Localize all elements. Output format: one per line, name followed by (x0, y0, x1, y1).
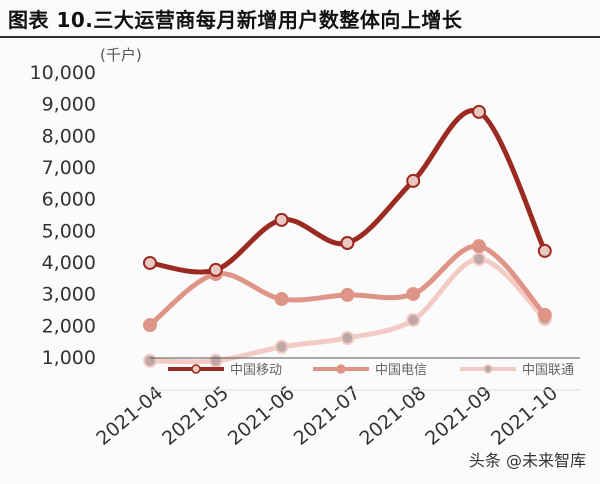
data-point (537, 307, 552, 322)
data-point (274, 212, 289, 227)
legend-swatch-marker (191, 364, 201, 374)
x-tick-label: 2021-10 (487, 382, 562, 450)
data-point (340, 287, 355, 302)
data-point (208, 262, 223, 277)
y-tick-label: 10,000 (30, 62, 96, 84)
y-tick-label: 9,000 (42, 94, 96, 116)
data-point (472, 252, 486, 267)
legend-swatch-marker (483, 364, 493, 374)
x-tick-label: 2021-06 (224, 382, 299, 450)
chart-title: 图表 10.三大运营商每月新增用户数整体向上增长 (8, 8, 463, 32)
watermark: 头条 @未来智库 (469, 451, 586, 470)
y-unit-label: (千户) (100, 46, 142, 64)
data-point (143, 353, 157, 368)
y-tick-label: 7,000 (42, 157, 96, 179)
data-point (406, 312, 421, 327)
y-tick-label: 3,000 (42, 284, 96, 306)
data-point (406, 286, 421, 301)
legend-item: 中国电信 (313, 363, 427, 378)
data-point (340, 331, 355, 345)
data-point (274, 339, 289, 354)
legend-item: 中国移动 (168, 363, 282, 378)
data-point (537, 243, 552, 258)
data-point (340, 236, 355, 250)
x-tick-label: 2021-07 (290, 382, 365, 450)
data-point (143, 255, 157, 270)
data-point (143, 318, 157, 333)
y-tick-label: 2,000 (42, 315, 96, 337)
y-tick-label: 5,000 (42, 220, 96, 242)
legend-label: 中国联通 (522, 363, 574, 378)
data-point (472, 104, 486, 119)
data-point (208, 353, 223, 368)
y-tick-label: 6,000 (42, 189, 96, 211)
data-point (274, 292, 289, 307)
legend-label: 中国电信 (375, 363, 427, 378)
x-tick-label: 2021-09 (421, 382, 496, 450)
x-tick-label: 2021-08 (355, 382, 430, 450)
y-tick-label: 8,000 (42, 125, 96, 147)
title-rule (0, 36, 600, 38)
legend-swatch-marker (336, 364, 346, 374)
x-tick-label: 2021-04 (92, 382, 167, 450)
legend-item: 中国联通 (460, 363, 574, 378)
y-tick-label: 4,000 (42, 252, 96, 274)
x-tick-label: 2021-05 (158, 382, 233, 450)
data-point (472, 239, 486, 254)
y-tick-label: 1,000 (42, 347, 96, 369)
data-point (406, 173, 421, 188)
legend-label: 中国移动 (230, 363, 282, 378)
